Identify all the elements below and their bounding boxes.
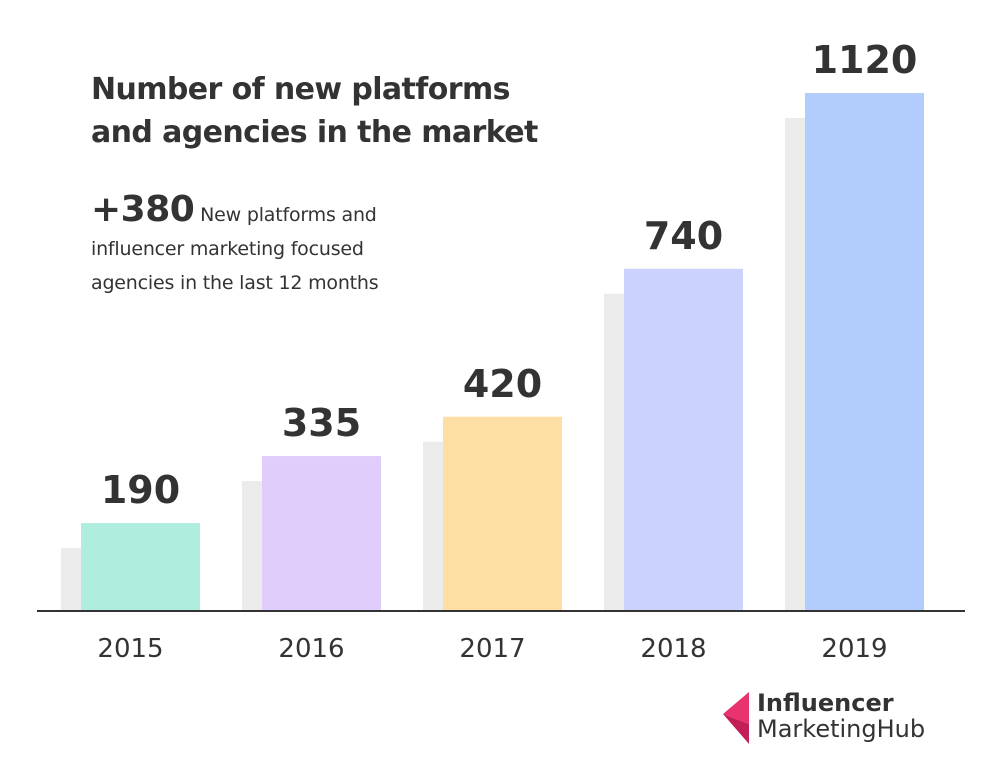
data-label-2018: 740: [644, 214, 723, 258]
chart-title: Number of new platforms and agencies in …: [91, 68, 561, 154]
bar-2015: [81, 523, 200, 611]
data-label-2017: 420: [463, 362, 542, 406]
x-tick-label-2018: 2018: [640, 634, 706, 664]
growth-value: +380: [91, 189, 195, 230]
growth-callout-text: agencies in the last 12 months: [91, 272, 379, 294]
growth-callout-text: influencer marketing focused: [91, 238, 364, 260]
bar-2018: [624, 268, 743, 611]
brand-logo-mark-icon: [723, 692, 749, 744]
x-tick-label-2016: 2016: [278, 634, 344, 664]
brand-logo: Influencer MarketingHub: [723, 690, 993, 750]
brand-name-line1: Influencer: [757, 689, 894, 717]
bar-2016: [262, 456, 381, 611]
x-tick-label-2015: 2015: [97, 634, 163, 664]
growth-callout-text: New platforms and: [200, 204, 377, 226]
data-label-2015: 190: [101, 468, 180, 512]
x-tick-label-2017: 2017: [459, 634, 525, 664]
data-label-2016: 335: [282, 401, 361, 445]
bar-2017: [443, 416, 562, 611]
x-tick-label-2019: 2019: [821, 634, 887, 664]
growth-callout: +380 New platforms and influencer market…: [91, 192, 451, 300]
chart-title-line: Number of new platforms: [91, 72, 510, 107]
brand-name-line2: MarketingHub: [757, 715, 926, 743]
chart-title-line: and agencies in the market: [91, 115, 538, 150]
growth-callout-line: +380 New platforms and: [91, 192, 451, 232]
data-label-2019: 1120: [812, 38, 918, 82]
brand-logo-text: Influencer MarketingHub: [757, 690, 925, 742]
bar-2019: [805, 93, 924, 611]
